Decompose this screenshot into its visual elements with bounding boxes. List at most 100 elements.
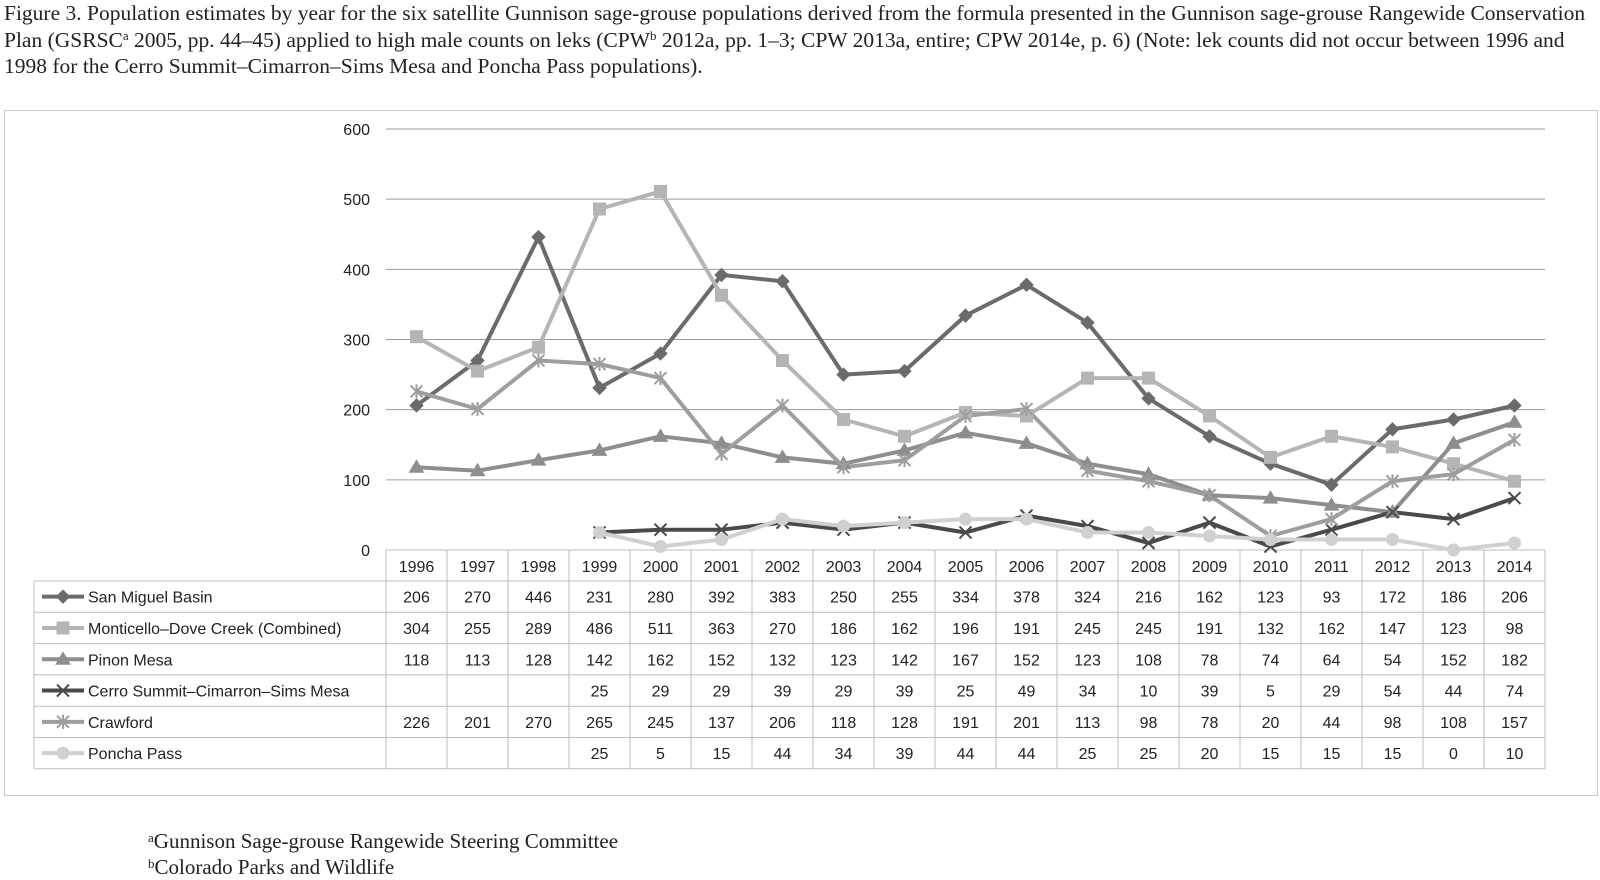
data-point-crawford-2013 xyxy=(1446,467,1461,482)
data-point-san-miguel-basin-2011 xyxy=(1324,477,1339,492)
data-label-monticello-dove-creek-combined-1998: 289 xyxy=(525,621,552,638)
data-point-san-miguel-basin-2014 xyxy=(1507,398,1522,413)
x-tick-label-2003: 2003 xyxy=(826,559,862,576)
data-label-cerro-summit-cimarron-sims-mesa-2012: 54 xyxy=(1384,684,1402,701)
data-point-cerro-summit-cimarron-sims-mesa-2012 xyxy=(1385,505,1400,519)
data-label-cerro-summit-cimarron-sims-mesa-2013: 44 xyxy=(1445,684,1463,701)
data-label-pinon-mesa-1999: 142 xyxy=(586,652,613,669)
data-label-cerro-summit-cimarron-sims-mesa-2002: 39 xyxy=(774,684,792,701)
data-label-crawford-2008: 98 xyxy=(1140,715,1158,732)
data-point-monticello-dove-creek-combined-2014 xyxy=(1508,474,1521,488)
footnote-a: aGunnison Sage-grouse Rangewide Steering… xyxy=(148,828,618,854)
data-label-san-miguel-basin-2014: 206 xyxy=(1501,590,1528,607)
x-tick-label-1998: 1998 xyxy=(521,559,557,576)
data-label-san-miguel-basin-1997: 270 xyxy=(464,590,491,607)
data-point-pinon-mesa-2014 xyxy=(1506,414,1523,428)
data-label-poncha-pass-2004: 39 xyxy=(896,746,914,763)
data-point-pinon-mesa-1997 xyxy=(469,462,486,477)
data-label-pinon-mesa-2011: 64 xyxy=(1323,652,1341,669)
legend-label-monticello-dove-creek-combined: Monticello–Dove Creek (Combined) xyxy=(88,621,341,638)
y-tick-label-100: 100 xyxy=(343,473,370,490)
data-point-poncha-pass-2002 xyxy=(776,512,789,526)
x-tick-label-2010: 2010 xyxy=(1253,559,1289,576)
data-label-san-miguel-basin-2011: 93 xyxy=(1323,590,1341,607)
data-point-cerro-summit-cimarron-sims-mesa-2011 xyxy=(1324,522,1339,537)
x-tick-label-2012: 2012 xyxy=(1375,559,1411,576)
data-label-pinon-mesa-1998: 128 xyxy=(525,652,552,669)
caption-sup-b: b xyxy=(649,27,657,43)
data-point-pinon-mesa-2013 xyxy=(1445,435,1462,449)
data-label-poncha-pass-2009: 20 xyxy=(1201,746,1219,763)
x-tick-label-1999: 1999 xyxy=(582,559,618,576)
data-label-pinon-mesa-2000: 162 xyxy=(647,652,674,669)
data-label-monticello-dove-creek-combined-1999: 486 xyxy=(586,621,613,638)
data-label-crawford-2013: 108 xyxy=(1440,715,1467,732)
data-label-pinon-mesa-2003: 123 xyxy=(830,652,857,669)
legend-label-cerro-summit-cimarron-sims-mesa: Cerro Summit–Cimarron–Sims Mesa xyxy=(88,684,349,701)
data-point-cerro-summit-cimarron-sims-mesa-2014 xyxy=(1507,491,1522,505)
data-label-crawford-2009: 78 xyxy=(1201,715,1219,732)
data-label-cerro-summit-cimarron-sims-mesa-2010: 5 xyxy=(1266,684,1275,701)
data-point-crawford-2005 xyxy=(958,408,973,423)
data-point-monticello-dove-creek-combined-2000 xyxy=(654,184,667,198)
data-label-poncha-pass-2001: 15 xyxy=(713,746,731,763)
data-point-crawford-2014 xyxy=(1507,432,1522,447)
data-label-cerro-summit-cimarron-sims-mesa-2008: 10 xyxy=(1140,684,1158,701)
data-point-cerro-summit-cimarron-sims-mesa-2009 xyxy=(1202,515,1217,530)
data-point-cerro-summit-cimarron-sims-mesa-2005 xyxy=(958,525,973,540)
data-label-crawford-2004: 128 xyxy=(891,715,918,732)
data-point-monticello-dove-creek-combined-2012 xyxy=(1386,440,1399,454)
data-point-crawford-2009 xyxy=(1202,488,1217,503)
data-point-crawford-2008 xyxy=(1141,474,1156,489)
data-label-poncha-pass-2000: 5 xyxy=(656,746,665,763)
data-label-pinon-mesa-2002: 132 xyxy=(769,652,796,669)
data-label-cerro-summit-cimarron-sims-mesa-2009: 39 xyxy=(1201,684,1219,701)
footnote-b-text: Colorado Parks and Wildlife xyxy=(154,855,395,879)
data-label-poncha-pass-2012: 15 xyxy=(1384,746,1402,763)
data-label-san-miguel-basin-2007: 324 xyxy=(1074,590,1101,607)
data-point-poncha-pass-2001 xyxy=(715,532,728,546)
caption-suffix: 2012a, pp. 1–3; CPW 2013a, entire; CPW 2… xyxy=(4,27,1565,79)
x-tick-label-2011: 2011 xyxy=(1314,559,1349,576)
legend-key-marker-pinon-mesa xyxy=(55,651,71,665)
legend-key-marker-cerro-summit-cimarron-sims-mesa xyxy=(56,683,70,698)
data-label-crawford-2003: 118 xyxy=(831,715,857,732)
data-point-pinon-mesa-2005 xyxy=(957,424,974,439)
data-label-san-miguel-basin-2009: 162 xyxy=(1196,590,1223,607)
data-label-cerro-summit-cimarron-sims-mesa-2007: 34 xyxy=(1079,684,1097,701)
data-label-san-miguel-basin-2012: 172 xyxy=(1379,590,1406,607)
data-label-monticello-dove-creek-combined-2012: 147 xyxy=(1379,621,1406,638)
data-point-san-miguel-basin-2013 xyxy=(1446,412,1461,427)
data-label-poncha-pass-2008: 25 xyxy=(1140,746,1158,763)
data-label-monticello-dove-creek-combined-2001: 363 xyxy=(708,621,735,638)
data-label-monticello-dove-creek-combined-2010: 132 xyxy=(1257,621,1284,638)
data-point-san-miguel-basin-2004 xyxy=(897,363,912,379)
data-label-cerro-summit-cimarron-sims-mesa-2014: 74 xyxy=(1506,684,1524,701)
data-point-san-miguel-basin-2003 xyxy=(836,367,851,382)
data-point-cerro-summit-cimarron-sims-mesa-2013 xyxy=(1446,512,1461,526)
data-point-monticello-dove-creek-combined-1997 xyxy=(471,364,484,378)
data-point-poncha-pass-2009 xyxy=(1203,529,1216,543)
data-label-crawford-2005: 191 xyxy=(952,715,979,732)
data-label-pinon-mesa-2009: 78 xyxy=(1201,652,1219,669)
data-point-san-miguel-basin-2001 xyxy=(714,267,729,283)
data-point-poncha-pass-2010 xyxy=(1264,532,1277,546)
caption-prefix: Figure 3. Population estimates by year f… xyxy=(4,1,1586,52)
data-label-san-miguel-basin-2013: 186 xyxy=(1440,590,1467,607)
y-tick-label-200: 200 xyxy=(343,403,370,420)
legend-label-poncha-pass: Poncha Pass xyxy=(88,746,182,763)
data-label-monticello-dove-creek-combined-2006: 191 xyxy=(1013,621,1040,638)
x-tick-label-2007: 2007 xyxy=(1070,559,1106,576)
legend-key-marker-san-miguel-basin xyxy=(55,589,71,604)
data-label-crawford-2011: 44 xyxy=(1323,715,1341,732)
data-point-pinon-mesa-2000 xyxy=(652,428,669,442)
data-point-crawford-2001 xyxy=(714,446,729,461)
legend-key-marker-poncha-pass xyxy=(56,746,70,760)
series-line-cerro-summit-cimarron-sims-mesa xyxy=(599,496,1516,549)
x-tick-label-1997: 1997 xyxy=(460,559,496,576)
x-tick-label-2000: 2000 xyxy=(643,559,679,576)
y-tick-label-600: 600 xyxy=(343,122,370,139)
data-label-crawford-1999: 265 xyxy=(586,715,613,732)
data-point-poncha-pass-2013 xyxy=(1447,543,1460,557)
